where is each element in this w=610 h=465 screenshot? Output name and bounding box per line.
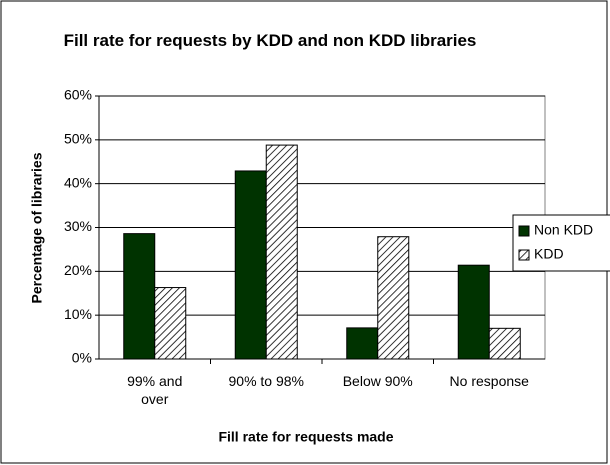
y-tick-label: 20% (64, 262, 92, 278)
bar (265, 144, 298, 360)
bar (377, 236, 410, 360)
bar (234, 170, 267, 360)
bar (488, 327, 521, 360)
bar (346, 327, 379, 360)
x-tick-label: 90% to 98% (228, 373, 305, 389)
x-tick-label: No response (449, 373, 529, 389)
bar (123, 233, 156, 360)
bar (154, 287, 187, 360)
legend-box (512, 214, 610, 272)
y-axis-label: Percentage of libraries (29, 152, 45, 303)
y-tick-label: 30% (64, 218, 92, 234)
y-tick-label: 50% (64, 131, 92, 147)
y-tick-label: 0% (72, 350, 92, 366)
x-axis-label: Fill rate for requests made (218, 429, 393, 445)
legend-swatch (518, 225, 530, 237)
y-tick-label: 40% (64, 174, 92, 190)
x-tick-label: Below 90% (342, 373, 413, 389)
x-tick-label: 99% and over (127, 373, 183, 407)
legend-swatch (518, 249, 530, 261)
y-tick-label: 10% (64, 306, 92, 322)
y-tick-label: 60% (64, 87, 92, 103)
chart-title: Fill rate for requests by KDD and non KD… (63, 31, 477, 50)
legend-label: Non KDD (534, 222, 593, 238)
legend-label: KDD (534, 246, 564, 262)
bar (457, 264, 490, 360)
